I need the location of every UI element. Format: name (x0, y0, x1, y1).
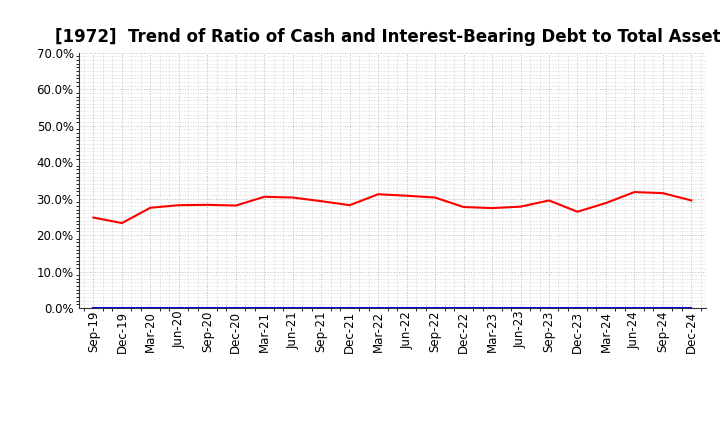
Cash (174, 202, 183, 208)
Interest-Bearing Debt (573, 305, 582, 311)
Interest-Bearing Debt (630, 305, 639, 311)
Interest-Bearing Debt (516, 305, 525, 311)
Line: Cash: Cash (94, 192, 691, 223)
Cash (346, 202, 354, 208)
Cash (516, 204, 525, 209)
Interest-Bearing Debt (232, 305, 240, 311)
Cash (232, 203, 240, 208)
Cash (203, 202, 212, 208)
Interest-Bearing Debt (346, 305, 354, 311)
Interest-Bearing Debt (431, 305, 439, 311)
Interest-Bearing Debt (402, 305, 411, 311)
Interest-Bearing Debt (374, 305, 382, 311)
Cash (117, 220, 126, 226)
Interest-Bearing Debt (117, 305, 126, 311)
Cash (89, 215, 98, 220)
Cash (459, 204, 468, 209)
Legend: Cash, Interest-Bearing Debt: Cash, Interest-Bearing Debt (248, 436, 536, 440)
Interest-Bearing Debt (687, 305, 696, 311)
Cash (545, 198, 554, 203)
Cash (260, 194, 269, 199)
Cash (431, 195, 439, 200)
Interest-Bearing Debt (146, 305, 155, 311)
Interest-Bearing Debt (203, 305, 212, 311)
Cash (687, 198, 696, 203)
Cash (146, 205, 155, 210)
Interest-Bearing Debt (89, 305, 98, 311)
Title: [1972]  Trend of Ratio of Cash and Interest-Bearing Debt to Total Assets: [1972] Trend of Ratio of Cash and Intere… (55, 28, 720, 46)
Interest-Bearing Debt (487, 305, 496, 311)
Interest-Bearing Debt (659, 305, 667, 311)
Cash (573, 209, 582, 214)
Cash (374, 191, 382, 197)
Interest-Bearing Debt (174, 305, 183, 311)
Cash (289, 195, 297, 200)
Interest-Bearing Debt (289, 305, 297, 311)
Interest-Bearing Debt (260, 305, 269, 311)
Cash (317, 198, 325, 204)
Cash (402, 193, 411, 198)
Cash (659, 191, 667, 196)
Cash (487, 205, 496, 211)
Cash (602, 200, 611, 205)
Cash (630, 190, 639, 195)
Interest-Bearing Debt (317, 305, 325, 311)
Interest-Bearing Debt (459, 305, 468, 311)
Interest-Bearing Debt (545, 305, 554, 311)
Interest-Bearing Debt (602, 305, 611, 311)
